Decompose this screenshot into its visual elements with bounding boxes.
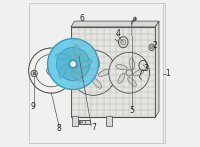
Ellipse shape (59, 65, 67, 78)
Text: 6: 6 (79, 14, 84, 23)
Bar (72, 116, 78, 126)
Ellipse shape (74, 45, 80, 59)
Ellipse shape (79, 60, 92, 68)
Text: 1: 1 (165, 69, 170, 78)
Circle shape (47, 66, 56, 75)
Circle shape (56, 47, 90, 81)
Polygon shape (71, 27, 155, 117)
Ellipse shape (94, 56, 99, 69)
Circle shape (71, 61, 76, 67)
Circle shape (71, 50, 116, 95)
Text: 7: 7 (91, 123, 96, 132)
Text: 4: 4 (116, 29, 121, 38)
Ellipse shape (118, 73, 125, 83)
Polygon shape (71, 21, 159, 27)
Circle shape (49, 69, 53, 72)
Text: 8: 8 (57, 124, 62, 133)
Ellipse shape (71, 71, 83, 81)
Bar (106, 116, 112, 126)
Ellipse shape (130, 58, 134, 70)
Ellipse shape (55, 54, 70, 59)
Circle shape (109, 52, 150, 93)
Circle shape (126, 70, 132, 76)
Text: 5: 5 (130, 106, 134, 115)
Ellipse shape (78, 64, 91, 69)
Circle shape (33, 72, 35, 75)
Text: 2: 2 (152, 41, 157, 50)
Polygon shape (155, 21, 159, 117)
Ellipse shape (81, 73, 88, 85)
Ellipse shape (116, 65, 127, 70)
Circle shape (68, 59, 78, 69)
Ellipse shape (92, 78, 102, 88)
Ellipse shape (98, 69, 110, 76)
Ellipse shape (133, 70, 144, 76)
Circle shape (29, 48, 74, 93)
Ellipse shape (128, 77, 136, 86)
Text: 9: 9 (31, 102, 35, 111)
Text: 3: 3 (143, 64, 148, 73)
Circle shape (90, 69, 97, 76)
Circle shape (121, 40, 126, 45)
Bar (79, 120, 90, 124)
Circle shape (150, 46, 153, 49)
Circle shape (48, 39, 99, 90)
